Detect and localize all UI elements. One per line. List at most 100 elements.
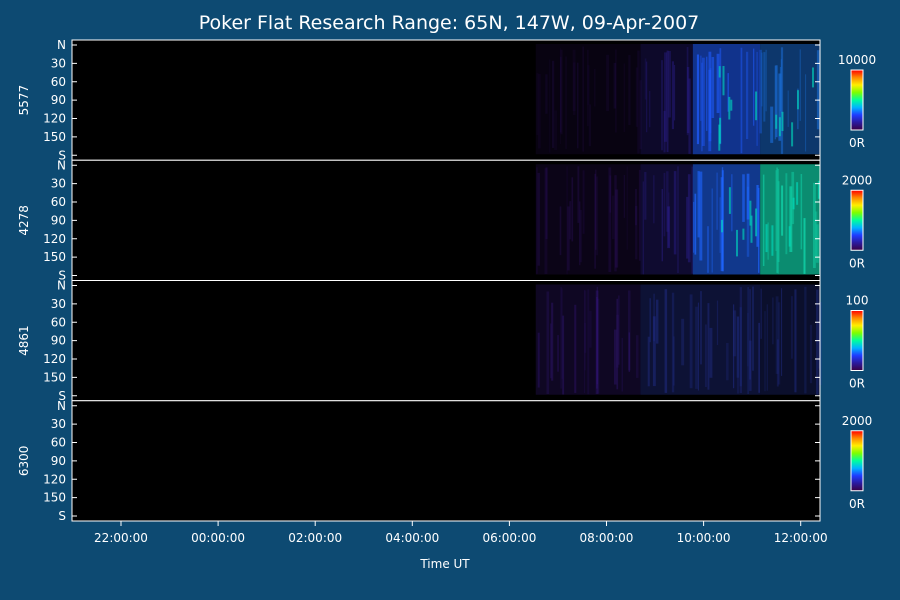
y-tick-label: 150 [43, 250, 66, 264]
activity-streak [538, 73, 541, 149]
activity-streak [737, 317, 739, 394]
activity-streak [649, 91, 651, 128]
activity-streak [606, 54, 610, 112]
activity-streak [614, 329, 617, 385]
activity-streak [742, 174, 745, 222]
activity-streak [739, 307, 742, 387]
x-tick-label: 06:00:00 [482, 531, 536, 545]
activity-streak [799, 49, 801, 121]
activity-streak [621, 337, 623, 392]
activity-streak [614, 175, 617, 272]
activity-streak [594, 173, 596, 269]
colorbar-min-label: 0R [849, 377, 865, 391]
activity-streak [716, 300, 719, 345]
y-tick-label: S [58, 269, 66, 283]
activity-streak [671, 61, 674, 130]
activity-streak [635, 189, 637, 226]
activity-streak [666, 50, 669, 153]
activity-streak [707, 226, 709, 273]
activity-streak [747, 287, 749, 394]
y-tick-label: 30 [51, 297, 66, 311]
activity-streak [701, 62, 703, 152]
activity-streak [638, 169, 641, 261]
activity-streak [623, 175, 625, 218]
activity-streak [686, 47, 689, 136]
activity-streak [618, 295, 620, 365]
y-tick-label: 150 [43, 130, 66, 144]
colorbar [850, 189, 864, 251]
activity-streak [776, 167, 778, 273]
activity-streak [746, 51, 749, 139]
panel-plot-area [72, 400, 820, 521]
activity-highlight [728, 187, 731, 214]
activity-streak [791, 296, 793, 359]
activity-streak [673, 65, 676, 121]
activity-streak [697, 302, 699, 391]
activity-streak [775, 65, 778, 138]
activity-streak [554, 110, 558, 151]
activity-streak [767, 222, 769, 260]
activity-streak [561, 288, 563, 379]
activity-streak [644, 58, 647, 100]
colorbar [850, 69, 864, 131]
channel-label: 5577 [17, 85, 31, 116]
activity-streak [551, 302, 554, 381]
y-tick-label: N [57, 399, 66, 413]
colorbar-min-label: 0R [849, 497, 865, 511]
activity-highlight [749, 200, 752, 226]
activity-streak [562, 315, 565, 395]
activity-streak [787, 90, 789, 127]
activity-streak [775, 170, 777, 251]
activity-streak [572, 49, 576, 111]
activity-streak [628, 332, 630, 372]
activity-streak [536, 73, 539, 136]
y-tick-label: N [57, 279, 66, 293]
activity-streak [779, 67, 782, 112]
activity-streak [663, 110, 666, 153]
activity-streak [764, 311, 766, 392]
activity-segment [640, 284, 761, 395]
activity-streak [613, 62, 617, 109]
activity-streak [667, 206, 670, 249]
activity-streak [816, 289, 819, 395]
activity-streak [800, 174, 803, 250]
activity-streak [752, 286, 754, 371]
activity-segment [760, 284, 820, 395]
activity-streak [687, 174, 691, 263]
activity-highlight [718, 66, 721, 78]
y-tick-label: 120 [43, 352, 66, 366]
activity-streak [747, 313, 749, 367]
y-tick-label: 60 [51, 75, 66, 89]
activity-streak [733, 304, 735, 389]
activity-streak [635, 205, 638, 260]
activity-streak [701, 57, 705, 147]
activity-streak [593, 68, 596, 107]
activity-streak [740, 47, 743, 154]
activity-streak [569, 201, 572, 240]
activity-streak [583, 289, 585, 393]
activity-streak [804, 286, 807, 394]
y-tick-label: 30 [51, 417, 66, 431]
channel-label: 4278 [17, 205, 31, 236]
y-tick-label: 150 [43, 370, 66, 384]
x-axis: 22:00:00 00:00:00 02:00:00 04:00:00 06:00:00… [94, 521, 828, 545]
activity-streak [719, 48, 722, 145]
activity-streak [565, 56, 567, 149]
activity-streak [716, 172, 718, 230]
activity-streak [537, 332, 540, 388]
activity-streak [544, 168, 548, 274]
activity-streak [719, 197, 721, 253]
activity-streak [655, 299, 659, 344]
activity-highlight [755, 208, 758, 237]
y-tick-label: 150 [43, 491, 66, 505]
activity-streak [716, 53, 720, 113]
activity-streak [686, 196, 689, 259]
activity-streak [587, 65, 590, 105]
activity-streak [537, 172, 540, 266]
activity-segment [640, 44, 693, 155]
activity-streak [781, 185, 784, 236]
activity-streak [699, 171, 703, 261]
y-tick-label: N [57, 38, 66, 52]
activity-streak [582, 46, 585, 152]
activity-streak [739, 287, 742, 393]
